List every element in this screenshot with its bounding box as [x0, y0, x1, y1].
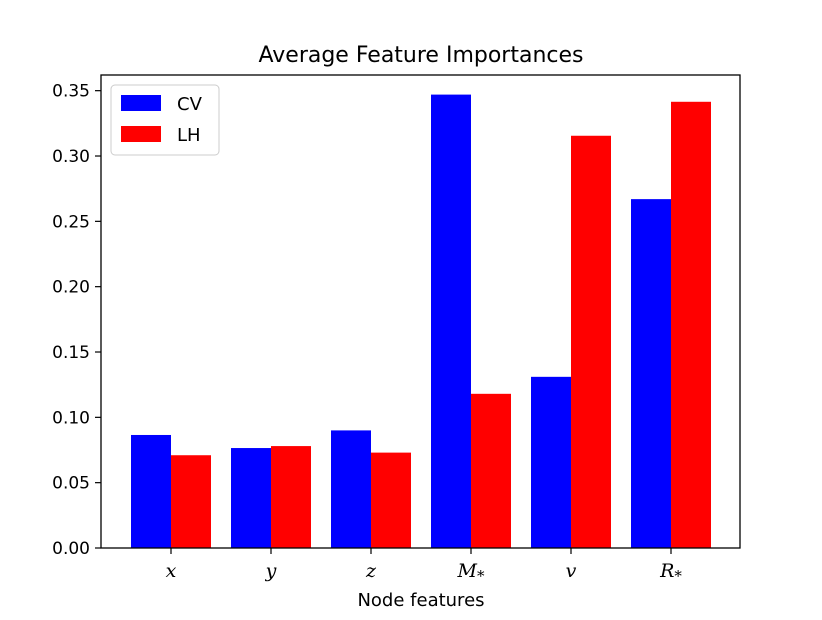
bar-cv-0: [131, 434, 171, 548]
x-tick-label-1: y: [265, 560, 277, 582]
bar-cv-5: [631, 199, 671, 549]
x-tick-label-2: z: [365, 560, 377, 582]
bar-lh-1: [271, 446, 311, 548]
legend-swatch-cv: [121, 95, 161, 111]
bar-lh-3: [471, 393, 511, 548]
x-tick-label-0: x: [166, 560, 177, 582]
x-tick-label-3: M*: [457, 560, 485, 585]
legend: CV LH: [110, 84, 220, 156]
y-tick-label-5: 0.25: [52, 212, 90, 232]
y-tick-label-4: 0.20: [52, 278, 90, 298]
y-tick-label-6: 0.30: [52, 147, 90, 167]
bar-lh-2: [371, 452, 411, 548]
legend-label-cv: CV: [177, 94, 203, 115]
legend-swatch-lh: [121, 126, 161, 142]
x-axis-title: Node features: [357, 590, 484, 611]
y-tick-label-7: 0.35: [52, 82, 90, 102]
plot-frame: [100, 74, 741, 549]
bar-lh-4: [571, 135, 611, 548]
x-tick-label-4: v: [566, 560, 577, 582]
bar-cv-3: [431, 94, 471, 548]
y-tick-label-1: 0.05: [52, 474, 90, 494]
chart-title: Average Feature Importances: [259, 43, 584, 68]
bar-cv-2: [331, 430, 371, 548]
plot-area: x y z M* v R* 0.00 0.05 0.10 0.15 0.20 0.25 0.30 0.35: [52, 82, 711, 585]
y-tick-label-0: 0.00: [52, 539, 90, 559]
x-tick-label-5: R*: [659, 560, 682, 585]
bar-cv-4: [531, 376, 571, 548]
bar-lh-0: [171, 455, 211, 548]
bar-lh-5: [671, 101, 711, 548]
bar-cv-1: [231, 448, 271, 548]
y-tick-label-2: 0.10: [52, 408, 90, 428]
legend-label-lh: LH: [177, 125, 201, 146]
y-tick-label-3: 0.15: [52, 343, 90, 363]
